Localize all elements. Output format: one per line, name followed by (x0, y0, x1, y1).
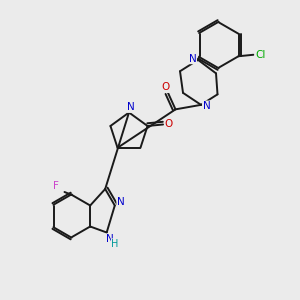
Text: O: O (161, 82, 169, 92)
Text: N: N (106, 234, 114, 244)
Text: Cl: Cl (255, 50, 265, 60)
Text: N: N (117, 197, 125, 207)
Text: N: N (189, 54, 196, 64)
Text: N: N (127, 102, 135, 112)
Text: O: O (164, 119, 173, 130)
Text: N: N (202, 101, 210, 111)
Text: H: H (111, 239, 119, 249)
Text: F: F (53, 181, 59, 191)
